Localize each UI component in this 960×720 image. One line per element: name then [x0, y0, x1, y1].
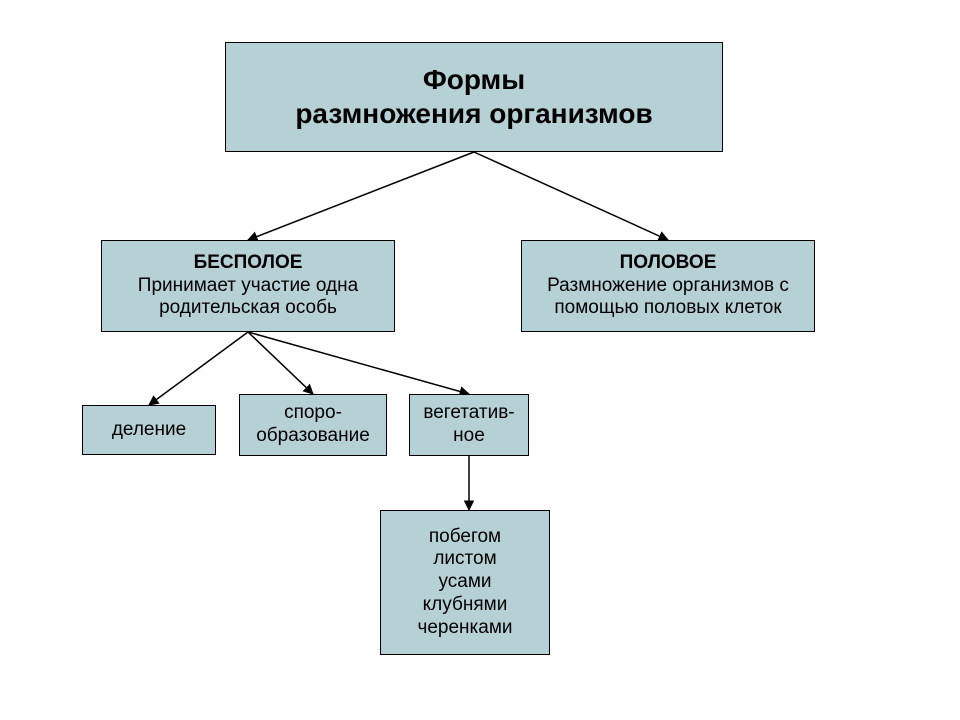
edge-root-to-asexual [248, 152, 474, 240]
veg-list-5: черенками [417, 617, 512, 640]
node-spore: споро- образование [239, 394, 387, 456]
node-sexual: ПОЛОВОЕ Размножение организмов с помощью… [521, 240, 815, 332]
spore-line1: споро- [284, 402, 342, 425]
node-root: Формы размножения организмов [225, 42, 723, 152]
asexual-line2: родительская особь [159, 297, 337, 320]
node-division: деление [82, 405, 216, 455]
edge-asexual-to-division [149, 332, 248, 405]
vegetative-line1: вегетатив- [423, 402, 514, 425]
sexual-title: ПОЛОВОЕ [620, 252, 717, 275]
edge-asexual-to-vegetative [248, 332, 469, 394]
sexual-line1: Размножение организмов с [547, 275, 789, 298]
veg-list-2: листом [433, 548, 496, 571]
veg-list-4: клубнями [423, 594, 508, 617]
node-asexual: БЕСПОЛОЕ Принимает участие одна родитель… [101, 240, 395, 332]
sexual-line2: помощью половых клеток [554, 297, 781, 320]
vegetative-line2: ное [453, 425, 485, 448]
division-line1: деление [112, 419, 186, 442]
edge-root-to-sexual [474, 152, 668, 240]
root-line2: размножения организмов [295, 97, 652, 131]
asexual-line1: Принимает участие одна [138, 275, 358, 298]
asexual-title: БЕСПОЛОЕ [194, 252, 303, 275]
veg-list-1: побегом [429, 526, 501, 549]
node-vegetative-list: побегом листом усами клубнями черенками [380, 510, 550, 655]
spore-line2: образование [256, 425, 370, 448]
node-vegetative: вегетатив- ное [409, 394, 529, 456]
veg-list-3: усами [438, 571, 491, 594]
root-line1: Формы [423, 63, 525, 97]
edge-asexual-to-spore [248, 332, 313, 394]
